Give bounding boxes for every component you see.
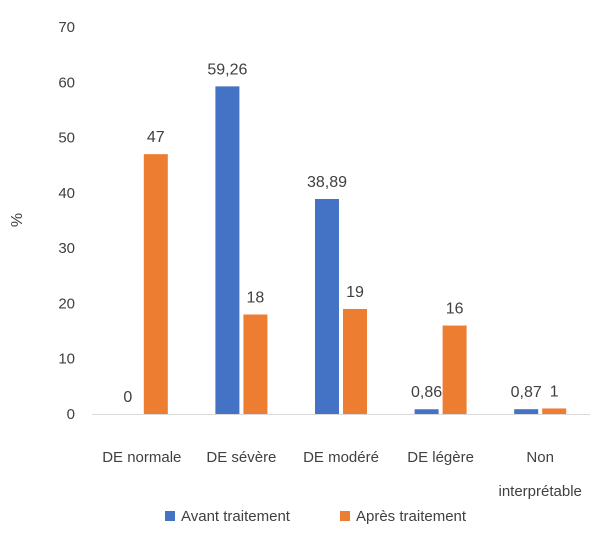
data-label: 18 bbox=[247, 289, 265, 306]
y-tick-label: 40 bbox=[58, 185, 75, 202]
y-tick-label: 20 bbox=[58, 295, 75, 312]
data-label: 0,87 bbox=[511, 384, 542, 401]
bar-apres-5 bbox=[542, 408, 567, 414]
y-tick-label: 50 bbox=[58, 130, 75, 147]
bar-avant-2 bbox=[215, 86, 240, 414]
x-axis-ticks: DE normale DE sévère DE modéré DE légère Non… bbox=[102, 449, 582, 500]
bar-apres-2 bbox=[243, 314, 268, 414]
legend-label: Avant traitement bbox=[181, 508, 291, 525]
x-tick-label: DE sévère bbox=[206, 449, 276, 466]
y-tick-label: 70 bbox=[58, 19, 75, 36]
x-tick-label: Non interprétable bbox=[499, 449, 582, 500]
bar-apres-3 bbox=[343, 308, 367, 414]
bars bbox=[143, 86, 567, 414]
data-label: 19 bbox=[346, 284, 364, 301]
data-label: 59,26 bbox=[207, 61, 247, 78]
data-label: 38,89 bbox=[307, 174, 347, 191]
y-axis-label: % bbox=[9, 213, 26, 227]
legend-swatch bbox=[340, 511, 350, 521]
y-tick-label: 30 bbox=[58, 240, 75, 257]
bar-avant-4 bbox=[414, 409, 439, 414]
y-axis-ticks: 0 10 20 30 40 50 60 70 bbox=[58, 19, 75, 423]
bar-apres-4 bbox=[442, 325, 467, 414]
y-tick-label: 10 bbox=[58, 351, 75, 368]
data-label: 16 bbox=[446, 301, 464, 318]
y-tick-label: 60 bbox=[58, 74, 75, 91]
y-tick-label: 0 bbox=[67, 406, 75, 423]
data-label: 47 bbox=[147, 129, 165, 146]
x-tick-label: DE normale bbox=[102, 449, 181, 466]
legend-label: Après traitement bbox=[356, 508, 467, 525]
bar-avant-5 bbox=[514, 409, 539, 414]
data-label: 0,86 bbox=[411, 384, 442, 401]
x-tick-label: DE modéré bbox=[303, 449, 379, 466]
bar-avant-3 bbox=[315, 198, 339, 414]
x-tick-label: DE légère bbox=[407, 449, 474, 466]
data-labels: 0 47 59,26 18 38,89 19 0,86 16 0,87 1 bbox=[123, 61, 558, 406]
bar-apres-1 bbox=[143, 154, 168, 414]
legend: Avant traitement Après traitement bbox=[165, 508, 467, 525]
data-label: 1 bbox=[550, 383, 559, 400]
data-label: 0 bbox=[123, 389, 132, 406]
legend-swatch bbox=[165, 511, 175, 521]
